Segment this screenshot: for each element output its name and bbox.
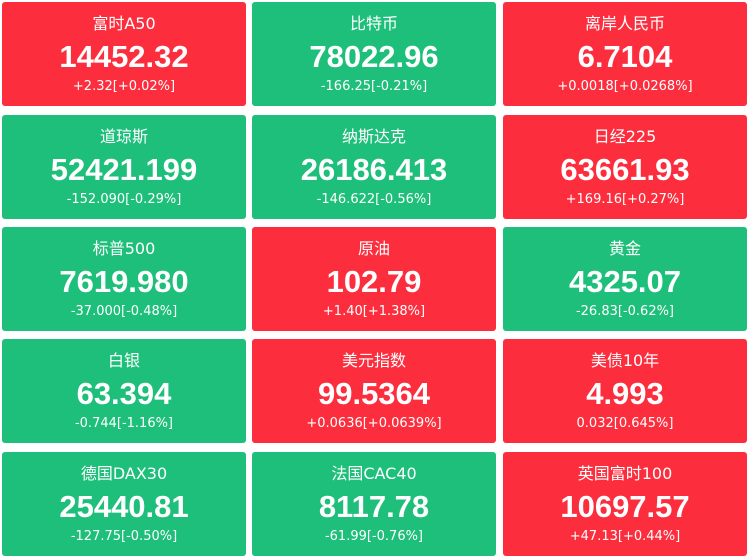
quote-name: 美债10年 [590, 351, 660, 370]
quote-price: 102.79 [326, 264, 422, 299]
quote-name: 标普500 [92, 239, 156, 258]
quote-change: -37.000[-0.48%] [70, 304, 178, 319]
quote-tile[interactable]: 美元指数 99.5364 +0.0636[+0.0639%] [252, 339, 496, 443]
quote-name: 道琼斯 [99, 127, 148, 146]
quote-tile[interactable]: 富时A50 14452.32 +2.32[+0.02%] [2, 2, 246, 106]
quote-name: 白银 [107, 351, 140, 370]
quote-change: 0.032[0.645%] [576, 416, 674, 431]
quote-tile[interactable]: 英国富时100 10697.57 +47.13[+0.44%] [503, 452, 747, 556]
quote-price: 99.5364 [317, 376, 431, 411]
quote-name: 离岸人民币 [584, 14, 665, 33]
quote-change: -26.83[-0.62%] [575, 304, 675, 319]
quote-name: 比特币 [349, 14, 398, 33]
quote-change: +47.13[+0.44%] [569, 529, 681, 544]
quote-name: 日经225 [593, 127, 657, 146]
quote-price: 4325.07 [568, 264, 682, 299]
quote-change: +2.32[+0.02%] [72, 79, 176, 94]
quote-price: 8117.78 [318, 489, 430, 524]
quote-name: 富时A50 [92, 14, 156, 33]
quote-name: 英国富时100 [577, 464, 673, 483]
quote-name: 原油 [357, 239, 390, 258]
quote-change: +0.0018[+0.0268%] [557, 79, 693, 94]
quote-tile[interactable]: 美债10年 4.993 0.032[0.645%] [503, 339, 747, 443]
quote-name: 黄金 [608, 239, 641, 258]
quote-price: 6.7104 [577, 39, 673, 74]
quote-change: +169.16[+0.27%] [565, 192, 685, 207]
quote-tile[interactable]: 道琼斯 52421.199 -152.090[-0.29%] [2, 115, 246, 219]
quote-price: 7619.980 [59, 264, 189, 299]
quote-name: 德国DAX30 [80, 464, 168, 483]
quote-tile[interactable]: 德国DAX30 25440.81 -127.75[-0.50%] [2, 452, 246, 556]
quote-change: -127.75[-0.50%] [70, 529, 178, 544]
quote-change: +0.0636[+0.0639%] [306, 416, 442, 431]
quote-change: +1.40[+1.38%] [322, 304, 426, 319]
quote-price: 14452.32 [59, 39, 189, 74]
quote-tile[interactable]: 法国CAC40 8117.78 -61.99[-0.76%] [252, 452, 496, 556]
quote-tile[interactable]: 日经225 63661.93 +169.16[+0.27%] [503, 115, 747, 219]
quote-name: 纳斯达克 [341, 127, 406, 146]
quote-price: 25440.81 [59, 489, 189, 524]
quote-change: -166.25[-0.21%] [320, 79, 428, 94]
quote-change: -0.744[-1.16%] [74, 416, 174, 431]
quote-change: -61.99[-0.76%] [324, 529, 424, 544]
quote-tile[interactable]: 标普500 7619.980 -37.000[-0.48%] [2, 227, 246, 331]
quote-price: 10697.57 [560, 489, 690, 524]
quote-tile[interactable]: 原油 102.79 +1.40[+1.38%] [252, 227, 496, 331]
quote-name: 美元指数 [341, 351, 406, 370]
quote-tile[interactable]: 离岸人民币 6.7104 +0.0018[+0.0268%] [503, 2, 747, 106]
quote-price: 4.993 [586, 376, 664, 411]
quote-price: 78022.96 [309, 39, 439, 74]
quote-tile[interactable]: 纳斯达克 26186.413 -146.622[-0.56%] [252, 115, 496, 219]
quote-tile[interactable]: 比特币 78022.96 -166.25[-0.21%] [252, 2, 496, 106]
quote-change: -152.090[-0.29%] [66, 192, 182, 207]
quote-tile[interactable]: 黄金 4325.07 -26.83[-0.62%] [503, 227, 747, 331]
quote-price: 52421.199 [50, 152, 198, 187]
quote-price: 63.394 [76, 376, 172, 411]
quote-price: 26186.413 [300, 152, 448, 187]
quote-name: 法国CAC40 [331, 464, 417, 483]
quote-change: -146.622[-0.56%] [316, 192, 432, 207]
quote-tile[interactable]: 白银 63.394 -0.744[-1.16%] [2, 339, 246, 443]
quote-price: 63661.93 [560, 152, 690, 187]
